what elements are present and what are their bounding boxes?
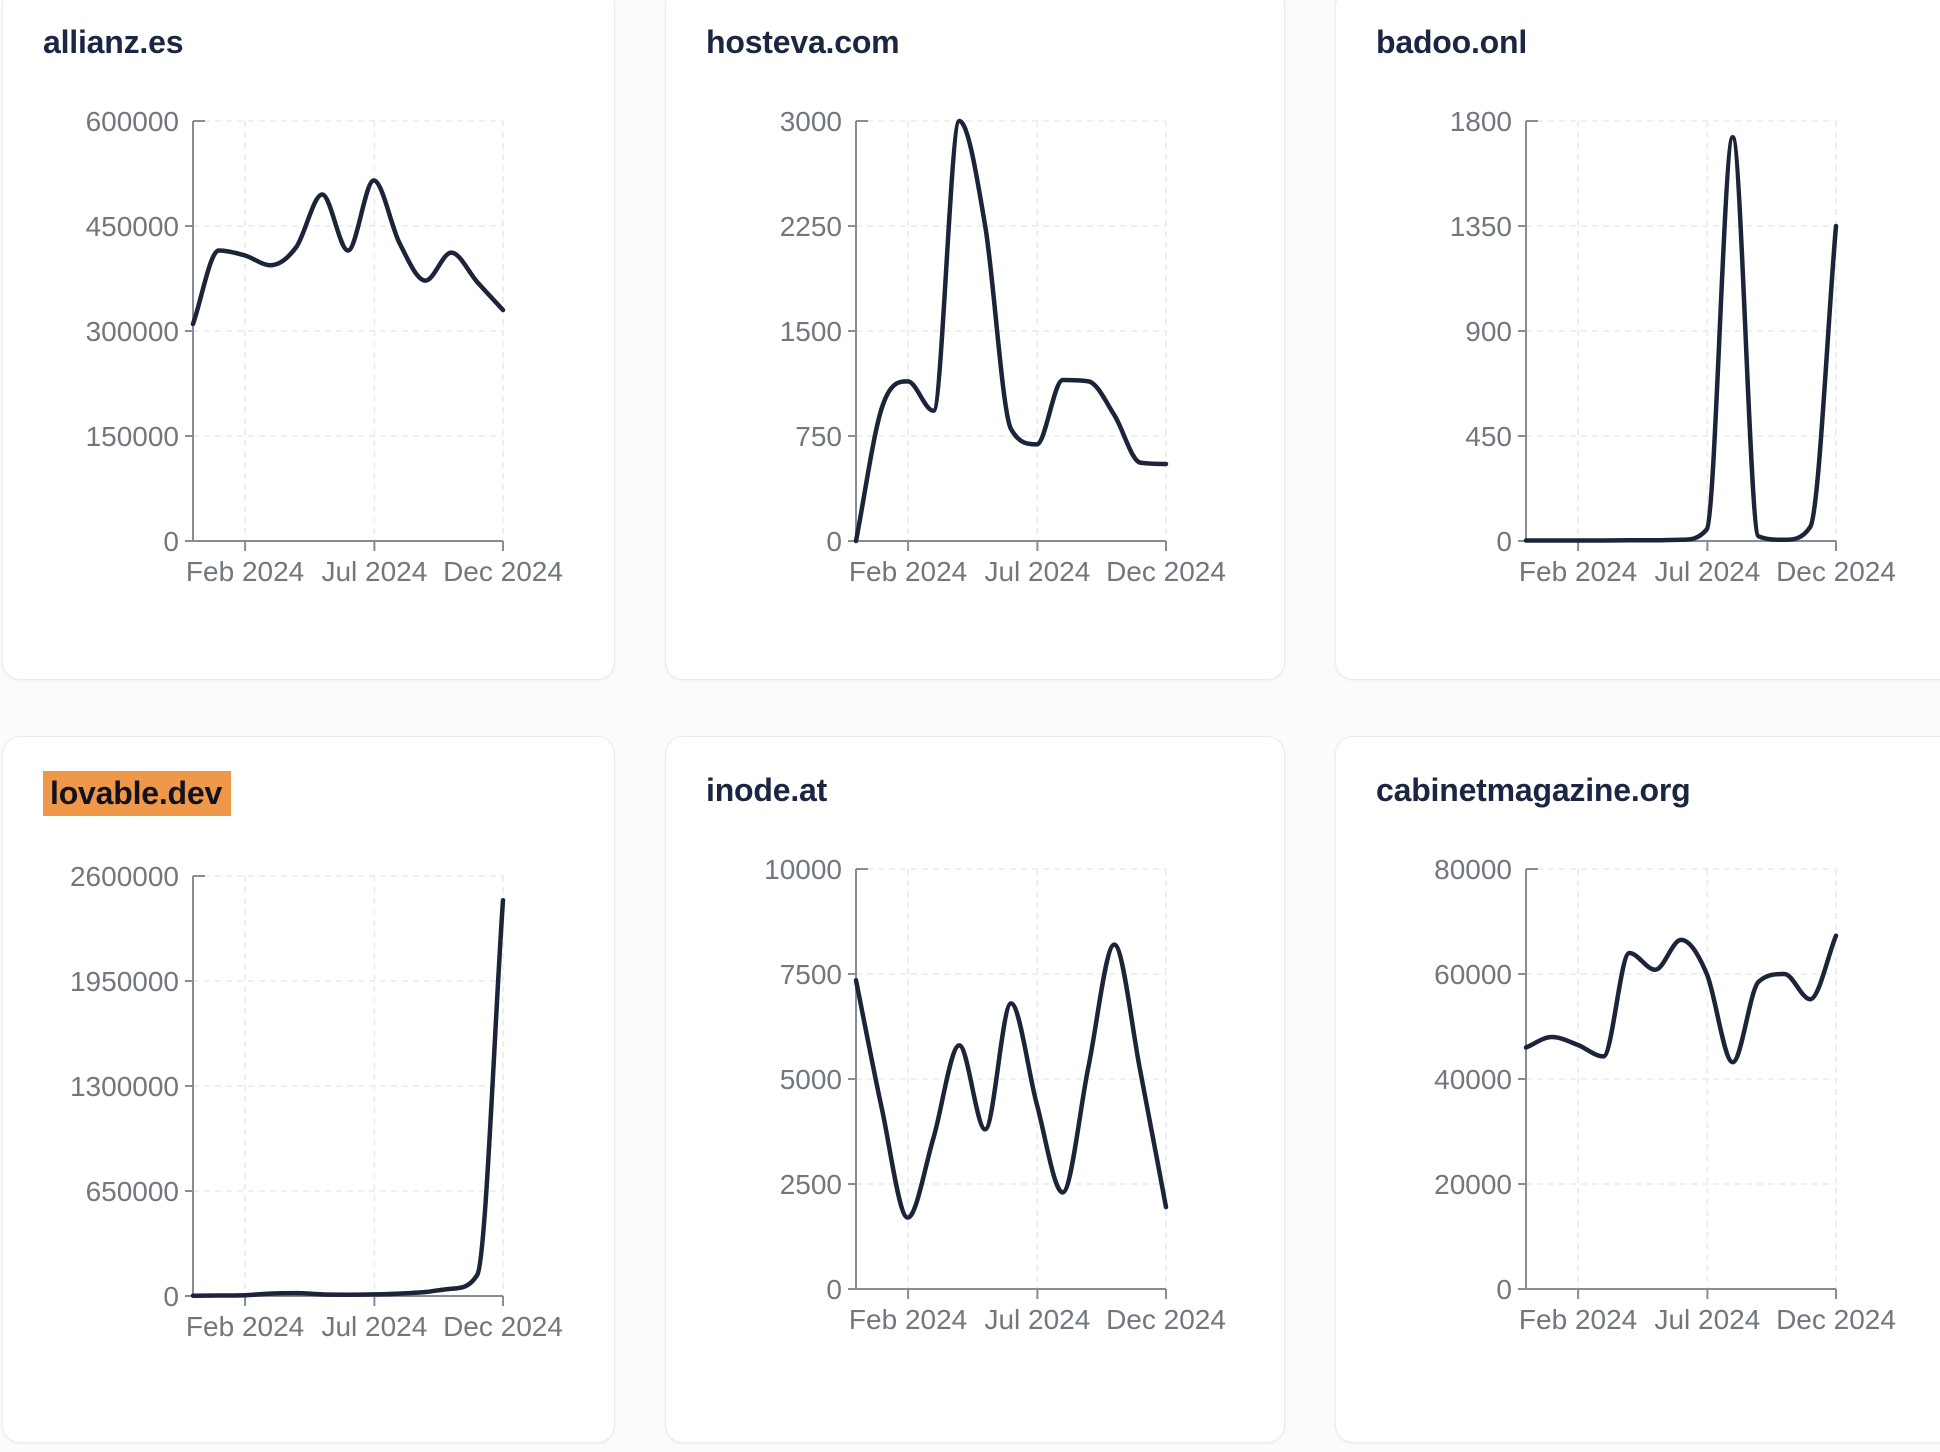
chart-title: hosteva.com: [706, 24, 900, 60]
line-chart: 0 750 1500 2250 3000 Feb 2024 Jul 2024 Dec 2024: [780, 106, 1226, 583]
svg-text:600000: 600000: [86, 106, 179, 137]
svg-text:1300000: 1300000: [70, 1071, 179, 1102]
svg-text:Jul 2024: Jul 2024: [1654, 556, 1760, 583]
chart-card: cabinetmagazine.org 0 20000 40000 60000 8000…: [1335, 736, 1940, 1443]
svg-text:Dec 2024: Dec 2024: [1776, 1304, 1896, 1331]
chart-card: lovable.dev 0 650000 1300000 1950000 2600000…: [2, 736, 615, 1443]
svg-text:450: 450: [1465, 421, 1512, 452]
chart-card: hosteva.com 0 750 1500 2250 3000 Feb 2024 Jul …: [665, 0, 1285, 680]
line-chart: 0 450 900 1350 1800 Feb 2024 Jul 2024 Dec 2024: [1450, 106, 1896, 583]
svg-text:1950000: 1950000: [70, 966, 179, 997]
svg-text:Feb 2024: Feb 2024: [186, 556, 304, 583]
svg-text:Jul 2024: Jul 2024: [1654, 1304, 1760, 1331]
line-chart: 0 150000 300000 450000 600000 Feb 2024 Jul 202…: [86, 106, 563, 583]
svg-text:0: 0: [1496, 1274, 1512, 1305]
svg-text:Jul 2024: Jul 2024: [321, 556, 427, 583]
svg-text:150000: 150000: [86, 421, 179, 452]
chart-title: inode.at: [706, 772, 828, 808]
svg-text:1350: 1350: [1450, 211, 1512, 242]
svg-text:0: 0: [163, 1281, 179, 1312]
svg-text:3000: 3000: [780, 106, 842, 137]
svg-text:650000: 650000: [86, 1176, 179, 1207]
svg-text:Feb 2024: Feb 2024: [186, 1311, 304, 1338]
svg-text:Jul 2024: Jul 2024: [984, 1304, 1090, 1331]
chart-card: inode.at 0 2500 5000 7500 10000 Feb 2024 Jul 2…: [665, 736, 1285, 1443]
line-chart: 0 20000 40000 60000 80000 Feb 2024 Jul 2024 Dec…: [1434, 854, 1896, 1331]
svg-text:40000: 40000: [1434, 1064, 1512, 1095]
svg-text:10000: 10000: [764, 854, 842, 885]
line-chart: 0 650000 1300000 1950000 2600000 Feb 2024 Jul …: [70, 861, 563, 1338]
svg-text:900: 900: [1465, 316, 1512, 347]
svg-text:80000: 80000: [1434, 854, 1512, 885]
svg-text:2250: 2250: [780, 211, 842, 242]
svg-text:2600000: 2600000: [70, 861, 179, 892]
svg-text:Dec 2024: Dec 2024: [443, 556, 563, 583]
svg-text:1800: 1800: [1450, 106, 1512, 137]
chart-title: lovable.dev: [43, 771, 232, 817]
svg-text:750: 750: [795, 421, 842, 452]
chart-card: badoo.onl 0 450 900 1350 1800 Feb 2024 Jul 202…: [1335, 0, 1940, 680]
chart-card: allianz.es 0 150000 300000 450000 600000 Feb …: [2, 0, 615, 680]
chart-title: allianz.es: [43, 24, 184, 60]
svg-text:Dec 2024: Dec 2024: [1106, 556, 1226, 583]
svg-text:Dec 2024: Dec 2024: [1106, 1304, 1226, 1331]
svg-text:0: 0: [163, 526, 179, 557]
svg-text:0: 0: [826, 526, 842, 557]
svg-text:20000: 20000: [1434, 1169, 1512, 1200]
svg-text:Jul 2024: Jul 2024: [321, 1311, 427, 1338]
chart-title: badoo.onl: [1376, 24, 1528, 60]
svg-text:5000: 5000: [780, 1064, 842, 1095]
chart-title: cabinetmagazine.org: [1376, 772, 1691, 808]
svg-text:Feb 2024: Feb 2024: [849, 1304, 967, 1331]
svg-text:7500: 7500: [780, 959, 842, 990]
svg-text:Feb 2024: Feb 2024: [1519, 556, 1637, 583]
svg-text:0: 0: [1496, 526, 1512, 557]
svg-text:450000: 450000: [86, 211, 179, 242]
svg-text:Feb 2024: Feb 2024: [1519, 1304, 1637, 1331]
svg-text:Dec 2024: Dec 2024: [1776, 556, 1896, 583]
svg-text:2500: 2500: [780, 1169, 842, 1200]
line-chart: 0 2500 5000 7500 10000 Feb 2024 Jul 2024 Dec 20…: [764, 854, 1226, 1331]
svg-text:Feb 2024: Feb 2024: [849, 556, 967, 583]
svg-text:300000: 300000: [86, 316, 179, 347]
svg-text:1500: 1500: [780, 316, 842, 347]
svg-text:Jul 2024: Jul 2024: [984, 556, 1090, 583]
svg-text:60000: 60000: [1434, 959, 1512, 990]
svg-text:Dec 2024: Dec 2024: [443, 1311, 563, 1338]
svg-text:0: 0: [826, 1274, 842, 1305]
